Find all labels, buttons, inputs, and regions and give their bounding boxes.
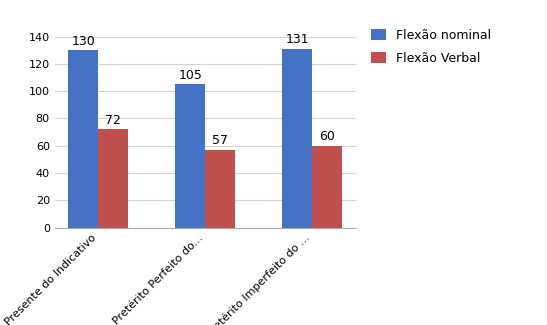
Bar [175,84,205,227]
Legend: Flexão nominal, Flexão Verbal: Flexão nominal, Flexão Verbal [365,22,497,71]
Text: 72: 72 [106,114,121,127]
Text: 57: 57 [212,134,228,147]
Text: 105: 105 [178,69,202,82]
Bar [98,129,128,227]
Text: 131: 131 [285,33,309,46]
Bar [205,150,235,228]
Bar [68,50,98,227]
Bar [312,146,342,227]
Text: 130: 130 [72,34,95,47]
Text: 60: 60 [319,130,335,143]
Bar [282,49,312,227]
